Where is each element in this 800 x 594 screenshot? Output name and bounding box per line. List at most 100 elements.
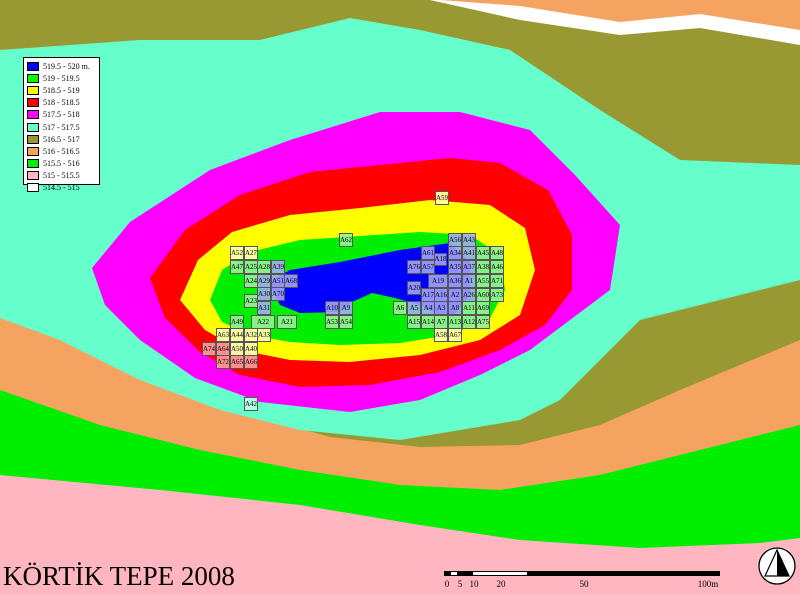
legend-row: 516 - 516.5 [27,145,96,157]
legend-swatch [27,85,39,95]
excavation-unit: A36 [448,274,462,288]
excavation-unit: A4 [421,301,435,315]
excavation-unit: A57 [421,260,435,274]
legend-row: 518.5 - 519 [27,84,96,96]
legend-swatch [27,110,39,120]
excavation-unit: A75 [476,315,490,329]
excavation-unit: A22 [251,315,275,329]
excavation-unit: A21 [277,315,297,329]
excavation-unit: A12 [462,315,476,329]
excavation-unit: A32 [244,328,258,342]
excavation-unit: A8 [448,301,462,315]
legend-row: 519 - 519.5 [27,72,96,84]
legend-row: 515.5 - 516 [27,158,96,170]
excavation-unit: A24 [244,274,258,288]
excavation-unit: A40 [244,342,258,356]
excavation-unit: A29 [257,274,271,288]
legend-swatch [27,98,39,108]
excavation-unit: A35 [448,260,462,274]
excavation-unit: A60 [476,288,490,302]
excavation-unit: A53 [325,315,339,329]
legend-row: 518 - 518.5 [27,97,96,109]
legend-label: 514.5 - 515 [43,183,80,193]
excavation-unit: A20 [407,281,421,295]
excavation-unit: A62 [339,233,353,247]
excavation-unit: A3 [434,301,448,315]
excavation-unit: A49 [230,315,244,329]
scale-segment [444,571,450,576]
excavation-unit: A11 [462,301,476,315]
scale-tick: 0 [444,579,450,589]
excavation-unit: A42 [244,397,258,411]
scale-segment [450,571,458,576]
excavation-unit: A26 [462,288,476,302]
excavation-unit: A66 [244,355,258,369]
scale-tick: 100m [697,579,719,589]
excavation-unit: A15 [407,315,421,329]
legend-swatch [27,146,39,156]
excavation-unit: A70 [271,287,285,301]
excavation-unit: A69 [476,301,490,315]
excavation-unit: A54 [339,315,353,329]
scale-tick: 20 [496,579,506,589]
excavation-unit: A64 [216,342,230,356]
scale-bar: 0 5 10 20 50 100m [444,571,720,593]
scale-tick: 50 [579,579,589,589]
excavation-unit: A59 [435,191,449,205]
excavation-unit: A47 [230,260,244,274]
excavation-unit: A51 [271,274,285,288]
excavation-unit: A27 [244,246,258,260]
excavation-unit: A67 [448,328,462,342]
scale-tick: 5 [457,579,463,589]
excavation-unit: A44 [230,328,244,342]
excavation-unit: A1 [462,274,476,288]
legend-row: 514.5 - 515 [27,182,96,194]
map-title: KÖRTİK TEPE 2008 [3,561,235,591]
excavation-unit: A52 [230,246,244,260]
legend-swatch [27,171,39,181]
legend-row: 517.5 - 518 [27,109,96,121]
excavation-unit: A55 [476,274,490,288]
excavation-unit: A17 [421,288,435,302]
scale-segment [528,571,720,576]
contour-516-516.5-north [440,0,800,30]
contour-516-516.5 [0,300,800,490]
excavation-unit: A43 [462,233,476,247]
legend-label: 516.5 - 517 [43,134,80,144]
excavation-unit: A10 [325,301,339,315]
legend: 519.5 - 520 m. 519 - 519.5 518.5 - 519 5… [23,57,100,193]
excavation-unit: A9 [339,301,353,315]
contour-515-515.5 [0,470,800,594]
legend-label: 517.5 - 518 [43,110,80,120]
legend-row: 515 - 515.5 [27,170,96,182]
excavation-unit: A58 [434,328,448,342]
excavation-unit: A33 [257,328,271,342]
legend-label: 517 - 517.5 [43,122,80,132]
excavation-unit: A61 [421,246,435,260]
excavation-unit: A48 [490,246,504,260]
excavation-unit: A23 [244,294,258,308]
legend-row: 517 - 517.5 [27,121,96,133]
north-arrow-icon [758,547,796,585]
excavation-unit: A18 [434,253,447,266]
excavation-unit: A19 [428,274,448,288]
contour-515.5-516 [0,380,800,548]
excavation-unit: A71 [490,274,504,288]
excavation-unit: A37 [462,260,476,274]
legend-label: 515.5 - 516 [43,159,80,169]
legend-label: 518.5 - 519 [43,85,80,95]
excavation-unit: A63 [216,328,230,342]
legend-swatch [27,134,39,144]
legend-swatch [27,183,39,193]
excavation-unit: A13 [448,315,462,329]
excavation-unit: A46 [490,260,504,274]
excavation-unit: A5 [407,301,421,315]
excavation-unit: A14 [421,315,435,329]
excavation-unit: A28 [257,260,271,274]
excavation-unit: A65 [230,355,244,369]
excavation-unit: A41 [462,246,476,260]
legend-swatch [27,122,39,132]
excavation-unit: A6 [393,301,407,315]
excavation-unit: A68 [284,274,298,288]
excavation-unit: A45 [476,246,490,260]
